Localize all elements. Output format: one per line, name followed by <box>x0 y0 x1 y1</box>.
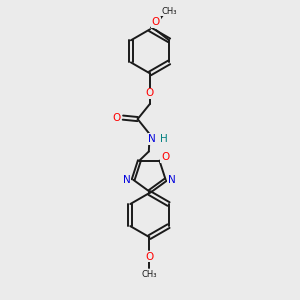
Text: N: N <box>123 175 130 185</box>
Text: O: O <box>145 252 154 262</box>
Text: O: O <box>146 88 154 98</box>
Text: N: N <box>148 134 156 144</box>
Text: O: O <box>112 112 121 123</box>
Text: H: H <box>160 134 167 144</box>
Text: O: O <box>152 17 160 27</box>
Text: CH₃: CH₃ <box>162 7 178 16</box>
Text: CH₃: CH₃ <box>142 270 157 279</box>
Text: O: O <box>161 152 170 162</box>
Text: N: N <box>168 175 176 185</box>
